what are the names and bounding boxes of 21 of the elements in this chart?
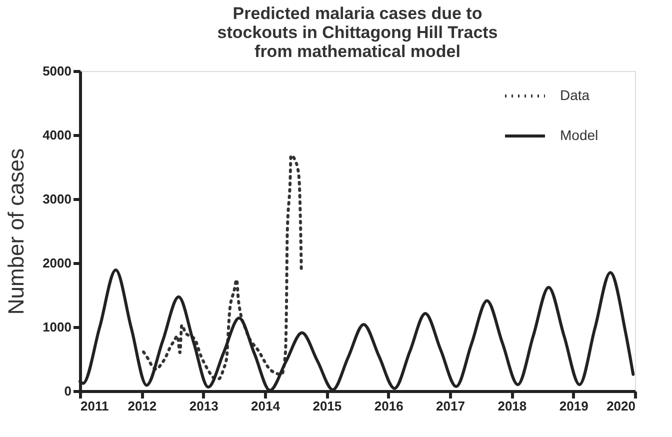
legend-label: Data <box>560 87 590 103</box>
x-tick-label: 2018 <box>498 398 527 414</box>
x-tick-label: 2019 <box>559 398 588 414</box>
y-tick-label: 1000 <box>42 320 72 334</box>
y-tick-label: 3000 <box>42 192 72 206</box>
y-tick-label: 0 <box>64 384 72 398</box>
x-tick-label: 2016 <box>374 398 404 414</box>
y-axis-title: Number of cases <box>4 148 29 315</box>
x-tick-label: 2011 <box>80 398 109 414</box>
line-series <box>142 154 303 380</box>
y-tick-label: 4000 <box>42 128 72 142</box>
y-tick-label: 2000 <box>42 256 72 270</box>
x-tick-label: 2013 <box>189 398 218 414</box>
x-tick-label: 2014 <box>251 398 281 414</box>
x-tick-label: 2020 <box>606 398 636 414</box>
x-tick-label: 2015 <box>312 398 342 414</box>
x-tick-label: 2017 <box>436 398 465 414</box>
legend-label: Model <box>560 127 598 143</box>
y-tick-label: 5000 <box>42 64 72 78</box>
chart-title: Predicted malaria cases due to stockouts in Chittagong Hill Tracts from mathematical model <box>217 4 498 61</box>
x-tick-label: 2012 <box>128 398 157 414</box>
